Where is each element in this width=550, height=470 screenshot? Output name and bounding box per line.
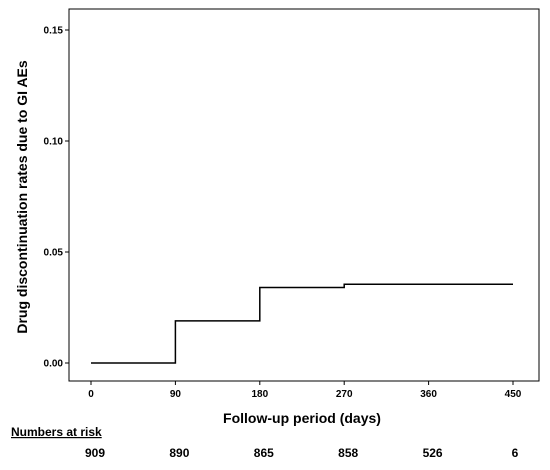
y-axis-title: Drug discontinuation rates due to GI AEs	[14, 60, 30, 333]
x-tick-label: 90	[170, 389, 182, 400]
numbers-at-risk-value: 890	[169, 446, 189, 460]
numbers-at-risk-value: 6	[512, 446, 519, 460]
numbers-at-risk-value: 909	[85, 446, 105, 460]
x-axis-title: Follow-up period (days)	[223, 410, 381, 426]
numbers-at-risk-value: 858	[338, 446, 358, 460]
plot-frame	[68, 8, 540, 382]
x-tick-label: 360	[420, 389, 437, 400]
x-tick-label: 270	[336, 389, 353, 400]
numbers-at-risk-value: 526	[423, 446, 443, 460]
y-tick-label: 0.10	[44, 137, 64, 148]
y-tick-label: 0.00	[44, 359, 64, 370]
km-step-line	[91, 283, 513, 364]
x-tick-label: 0	[88, 389, 94, 400]
numbers-at-risk-title: Numbers at risk	[11, 425, 102, 439]
x-tick-label: 180	[251, 389, 268, 400]
x-tick-label: 450	[505, 389, 522, 400]
y-tick-label: 0.05	[44, 248, 64, 259]
numbers-at-risk-value: 865	[254, 446, 274, 460]
y-tick-label: 0.15	[44, 26, 64, 37]
